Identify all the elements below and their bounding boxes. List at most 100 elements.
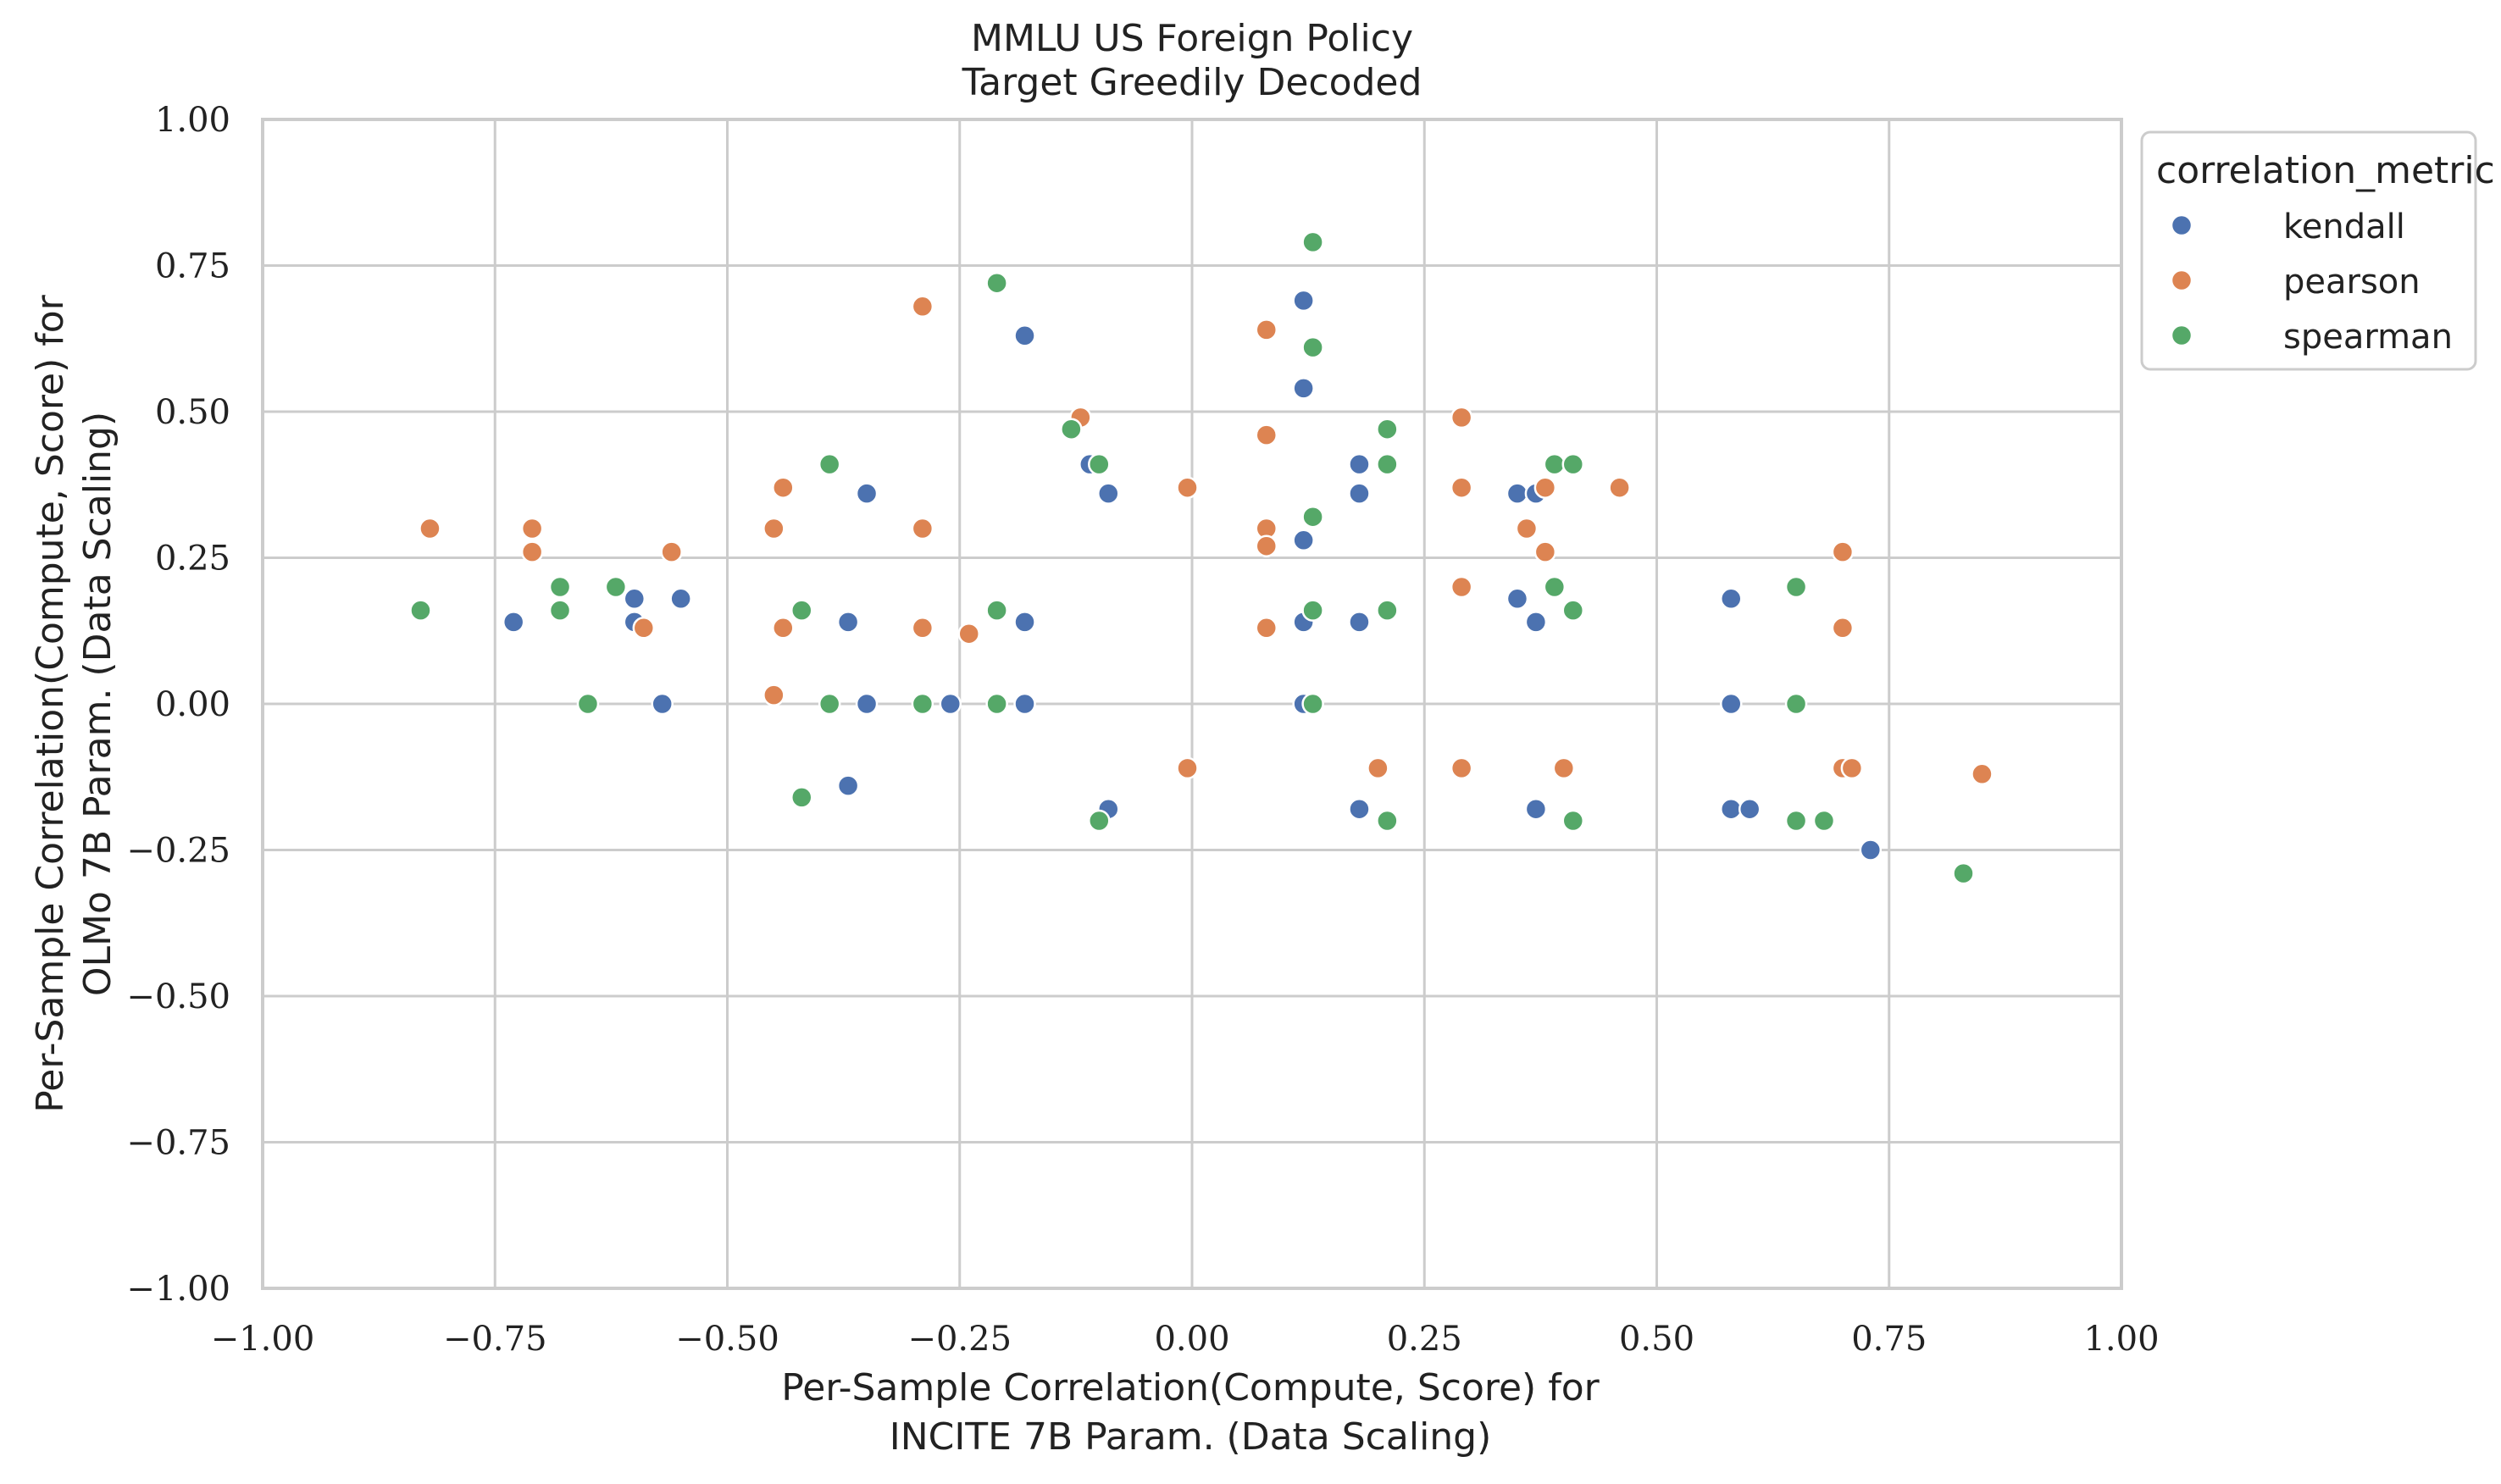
data-point-pearson [772,617,795,640]
data-point-kendall [1097,482,1120,505]
data-point-kendall [1720,692,1743,716]
data-point-pearson [1533,540,1557,563]
data-point-kendall [651,692,674,716]
data-point-spearman [1301,505,1324,529]
data-point-spearman [1088,452,1111,476]
data-point-spearman [1784,575,1808,599]
data-point-pearson [1840,756,1864,780]
data-point-pearson [911,617,934,640]
data-point-spearman [548,599,572,622]
data-point-spearman [1301,692,1324,716]
data-point-pearson [1552,756,1576,780]
data-point-spearman [548,575,572,599]
x-tick-labels: −1.00 −0.75 −0.50 −0.25 0.00 0.25 0.50 0.75 1.00 [211,1320,2160,1359]
data-point-spearman [818,692,841,716]
data-point-pearson [1831,617,1855,640]
y-tick-label: 0.00 [155,685,230,724]
x-tick-label: −0.75 [443,1320,547,1359]
data-point-kendall [1720,797,1743,821]
y-axis-label: Per-Sample Correlation(Compute, Score) f… [29,294,119,1112]
data-point-spearman [985,599,1008,622]
data-point-kendall [1348,452,1371,476]
data-point-spearman [1543,575,1567,599]
legend-box [2140,130,2477,371]
data-point-spearman [1376,809,1399,833]
data-point-pearson [520,517,544,540]
data-point-pearson [419,517,441,540]
data-points [409,230,1994,885]
data-point-spearman [409,599,432,622]
legend-items: kendall pearson spearman [2170,208,2453,357]
y-tick-label: 0.75 [155,247,230,286]
data-point-spearman [1561,599,1585,622]
data-point-spearman [1784,809,1808,833]
data-point-spearman [1376,418,1399,440]
legend-label-kendall: kendall [2283,208,2405,246]
x-tick-label: 0.00 [1154,1320,1229,1359]
data-point-spearman [911,692,934,716]
data-point-pearson [762,517,785,540]
data-point-kendall [1348,797,1371,821]
data-point-kendall [1506,587,1529,611]
grid-lines [263,119,2121,1288]
data-point-kendall [502,611,525,634]
chart-title: MMLU US Foreign Policy [971,17,1413,60]
data-point-pearson [632,617,656,640]
data-point-kendall [1524,611,1548,634]
data-point-kendall [836,774,860,797]
data-point-spearman [1561,452,1585,476]
data-point-spearman [1376,599,1399,622]
data-point-kendall [855,692,879,716]
data-point-kendall [669,587,692,611]
data-point-pearson [660,540,683,563]
data-point-pearson [1450,406,1473,429]
data-point-spearman [985,692,1008,716]
x-tick-label: 0.50 [1619,1320,1694,1359]
y-axis-label-line2: OLMo 7B Param. (Data Scaling) [76,412,119,996]
plot-frame [261,118,2123,1290]
legend-marker-kendall [2170,213,2193,237]
data-point-pearson [911,295,934,318]
data-point-spearman [790,599,813,622]
data-point-pearson [1533,476,1557,499]
data-point-pearson [1450,756,1473,780]
data-point-pearson [520,540,544,563]
y-tick-label: 1.00 [155,101,230,140]
legend-marker-pearson [2170,269,2193,292]
x-tick-label: −0.25 [907,1320,1012,1359]
data-point-spearman [818,452,841,476]
data-point-kendall [855,482,879,505]
data-point-pearson [1971,762,1994,786]
data-point-pearson [957,622,980,645]
data-point-pearson [1608,476,1631,499]
data-point-spearman [1952,861,1975,885]
data-point-spearman [1301,335,1324,359]
data-point-pearson [911,517,934,540]
data-point-pearson [1255,534,1278,557]
data-point-kendall [1506,482,1529,505]
x-tick-label: −1.00 [211,1320,315,1359]
data-point-pearson [1450,575,1473,599]
data-point-pearson [1176,756,1199,780]
data-point-pearson [1831,540,1855,563]
data-point-spearman [1301,230,1324,254]
data-point-pearson [1176,476,1199,499]
y-tick-label: −0.75 [126,1124,230,1163]
data-point-spearman [1301,599,1324,622]
data-point-kendall [1738,797,1761,821]
y-axis-label-line1: Per-Sample Correlation(Compute, Score) f… [29,294,72,1112]
data-point-pearson [1450,476,1473,499]
data-point-spearman [1812,809,1836,833]
legend-label-spearman: spearman [2283,318,2453,357]
data-point-kendall [1348,611,1371,634]
y-tick-label: −1.00 [126,1270,230,1309]
data-point-kendall [623,587,646,611]
data-point-kendall [1013,692,1036,716]
x-tick-label: −0.50 [675,1320,779,1359]
data-point-kendall [1859,839,1883,861]
data-point-pearson [1255,318,1278,341]
y-tick-label: −0.50 [126,977,230,1016]
data-point-pearson [772,476,795,499]
